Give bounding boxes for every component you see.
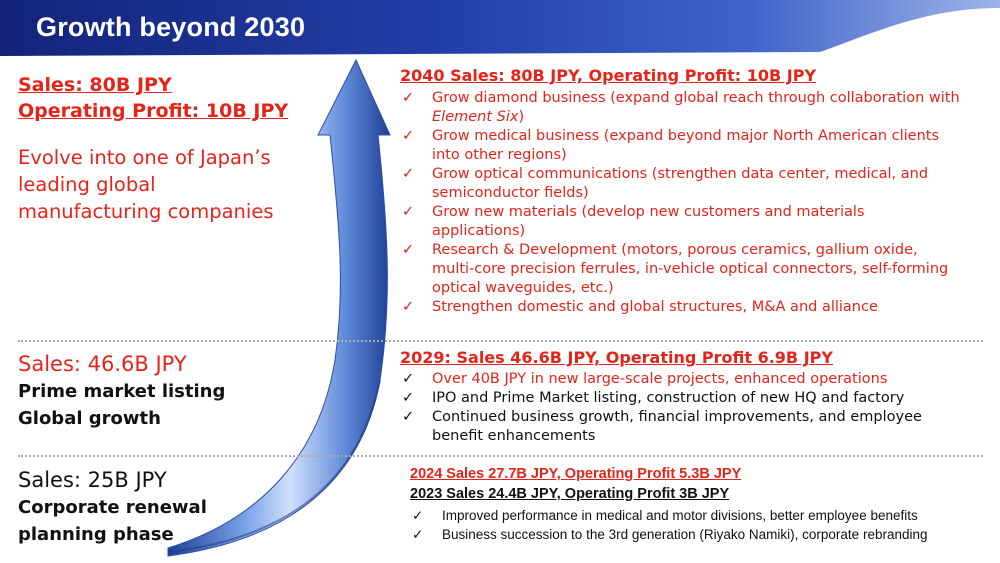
left-2024-block: Sales: 25B JPY Corporate renewal plannin… [18,466,207,548]
list-item: ✓ Grow diamond business (expand global r… [402,90,960,125]
page-title: Growth beyond 2030 [36,12,306,42]
right-2040-block: 2040 Sales: 80B JPY, Operating Profit: 1… [400,66,995,317]
list-item: ✓ IPO and Prime Market listing, construc… [402,390,905,406]
right-2029-block: 2029: Sales 46.6B JPY, Operating Profit … [400,348,995,446]
section-divider [18,455,983,457]
right-2024-heading: 2024 Sales 27.7B JPY, Operating Profit 5… [410,466,742,482]
left-2040-sales: Sales: 80B JPY [18,74,172,96]
checkmark-icon: ✓ [402,390,415,406]
right-2023-heading: 2023 Sales 24.4B JPY, Operating Profit 3… [410,486,730,502]
left-2029-block: Sales: 46.6B JPY Prime market listing Gl… [18,350,225,432]
list-item: ✓ Business succession to the 3rd generat… [412,527,928,542]
right-2024-block: 2024 Sales 27.7B JPY, Operating Profit 5… [410,465,995,544]
list-item: ✓ Research & Development (motors, porous… [402,242,949,296]
left-2029-line: Global growth [18,408,161,429]
list-item: ✓ Grow medical business (expand beyond m… [402,128,940,163]
list-item: ✓ Improved performance in medical and mo… [412,508,918,523]
header-banner: Growth beyond 2030 [0,0,1000,60]
checkmark-icon: ✓ [402,90,415,106]
right-2029-heading: 2029: Sales 46.6B JPY, Operating Profit … [400,348,833,367]
list-2040: ✓ Grow diamond business (expand global r… [400,89,995,317]
checkmark-icon: ✓ [402,409,415,425]
left-2024-sales: Sales: 25B JPY [18,468,167,492]
vision-line: Evolve into one of Japan’s [18,146,271,169]
checkmark-icon: ✓ [402,371,415,387]
vision-line: leading global [18,173,156,196]
left-2040-block: Sales: 80B JPY Operating Profit: 10B JPY… [18,72,288,225]
vision-line: manufacturing companies [18,200,274,223]
section-divider [18,340,983,342]
checkmark-icon: ✓ [402,299,415,315]
list-item: ✓ Grow new materials (develop new custom… [402,204,865,239]
list-item: ✓ Over 40B JPY in new large-scale projec… [402,371,888,387]
right-2040-heading: 2040 Sales: 80B JPY, Operating Profit: 1… [400,66,817,85]
list-2024: ✓ Improved performance in medical and mo… [410,506,995,544]
left-2040-profit: Operating Profit: 10B JPY [18,100,289,122]
list-item: ✓ Strengthen domestic and global structu… [402,299,878,315]
left-2029-sales: Sales: 46.6B JPY [18,352,187,376]
checkmark-icon: ✓ [412,508,424,523]
header-background [0,0,1000,56]
checkmark-icon: ✓ [402,204,415,220]
checkmark-icon: ✓ [402,242,415,258]
checkmark-icon: ✓ [402,166,415,182]
left-2024-line: planning phase [18,524,174,545]
left-2040-vision: Evolve into one of Japan’s leading globa… [18,144,288,225]
list-item: ✓ Continued business growth, financial i… [402,409,922,444]
checkmark-icon: ✓ [402,128,415,144]
list-2029: ✓ Over 40B JPY in new large-scale projec… [400,370,995,446]
list-item: ✓ Grow optical communications (strengthe… [402,166,929,201]
left-2029-line: Prime market listing [18,381,226,402]
checkmark-icon: ✓ [412,527,424,542]
left-2024-line: Corporate renewal [18,497,207,518]
